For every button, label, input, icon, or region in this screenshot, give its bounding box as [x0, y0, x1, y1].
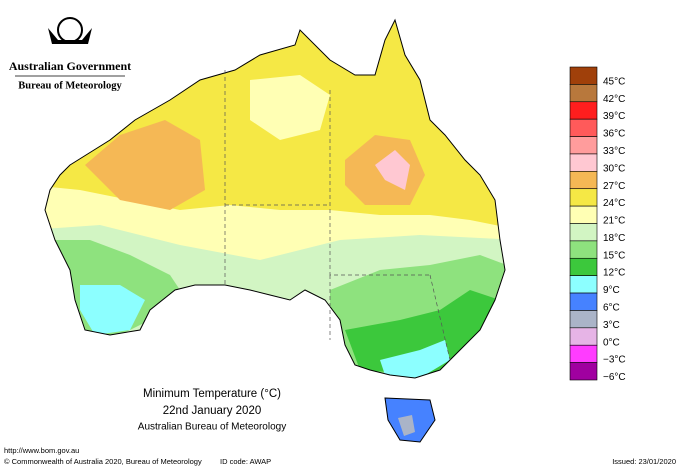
- legend-label: −6°C: [603, 372, 626, 383]
- coastline: [44, 18, 506, 379]
- legend-label: 9°C: [603, 285, 620, 296]
- legend-swatch: [569, 240, 598, 259]
- emblem: [48, 17, 92, 44]
- legend-swatch: [569, 205, 598, 224]
- legend-label: 33°C: [603, 146, 625, 157]
- legend-swatch: [569, 118, 598, 137]
- map-title: Minimum Temperature (°C): [143, 388, 281, 400]
- footer-copyright: © Commonwealth of Australia 2020, Bureau…: [4, 457, 202, 466]
- legend-swatch: [569, 66, 598, 85]
- legend-swatch: [569, 257, 598, 276]
- legend-swatch: [569, 136, 598, 155]
- legend-swatch: [569, 362, 598, 381]
- legend-swatch: [569, 310, 598, 329]
- legend-swatch: [569, 101, 598, 120]
- footer-url: http://www.bom.gov.au: [4, 446, 79, 455]
- header-title: Australian Government: [9, 59, 131, 73]
- legend-label: 3°C: [603, 320, 620, 331]
- legend-label: 15°C: [603, 250, 625, 261]
- legend-label: 6°C: [603, 302, 620, 313]
- legend-swatch: [569, 275, 598, 294]
- legend-swatch: [569, 327, 598, 346]
- tasmania-highlands: [398, 415, 415, 436]
- legend-swatch: [569, 344, 598, 363]
- footer-id: ID code: AWAP: [220, 457, 271, 466]
- legend-label: 12°C: [603, 268, 625, 279]
- legend-label: 18°C: [603, 233, 625, 244]
- legend: 45°C 42°C 39°C 36°C 33°C 30°C 27°C 24°C 21°C 18°C…: [569, 66, 626, 383]
- legend-label: 42°C: [603, 94, 625, 105]
- legend-label: 24°C: [603, 198, 625, 209]
- legend-label: −3°C: [603, 355, 626, 366]
- legend-label: 30°C: [603, 163, 625, 174]
- header-subtitle: Bureau of Meteorology: [18, 80, 122, 91]
- legend-swatch: [569, 84, 598, 103]
- map-source: Australian Bureau of Meteorology: [138, 422, 286, 433]
- state-borders: [224, 70, 451, 361]
- legend-label: 21°C: [603, 216, 625, 227]
- footer-issued: Issued: 23/01/2020: [612, 457, 676, 466]
- legend-swatch: [569, 171, 598, 190]
- legend-swatch: [569, 292, 598, 311]
- legend-swatch: [569, 188, 598, 207]
- legend-label: 39°C: [603, 111, 625, 122]
- legend-swatch: [569, 223, 598, 242]
- legend-label: 45°C: [603, 76, 625, 87]
- map-date: 22nd January 2020: [163, 405, 261, 417]
- legend-label: 36°C: [603, 129, 625, 140]
- legend-label: 0°C: [603, 337, 620, 348]
- legend-swatch: [569, 153, 598, 172]
- legend-label: 27°C: [603, 181, 625, 192]
